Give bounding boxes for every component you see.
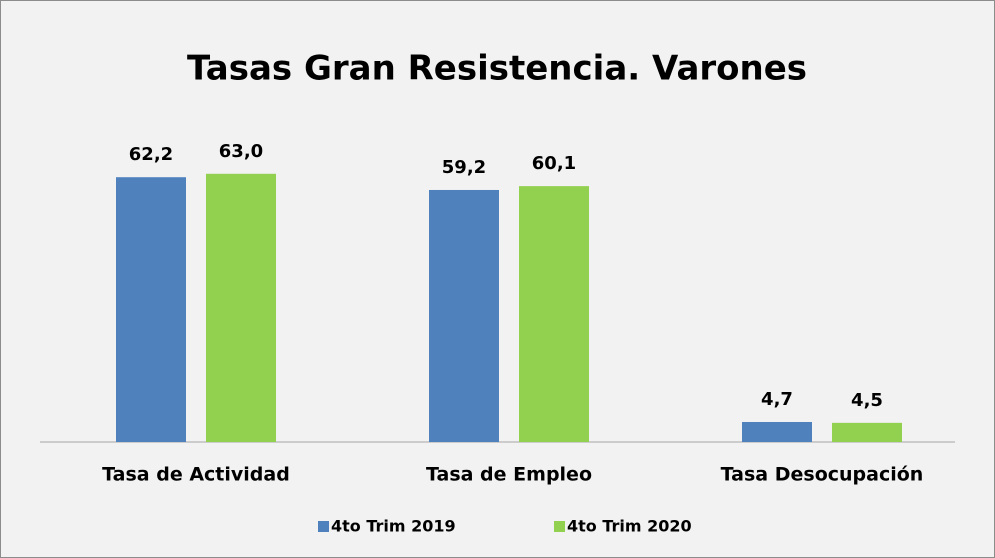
chart-title: Tasas Gran Resistencia. Varones xyxy=(187,49,807,89)
bar xyxy=(519,186,589,442)
x-tick-label: Tasa de Empleo xyxy=(426,464,592,486)
bar xyxy=(116,177,186,442)
legend-label: 4to Trim 2019 xyxy=(331,517,456,536)
legend-swatch xyxy=(554,521,565,532)
x-tick-label: Tasa Desocupación xyxy=(721,464,924,486)
data-label: 4,5 xyxy=(851,390,883,411)
bar xyxy=(742,421,812,442)
legend-swatch xyxy=(318,521,329,532)
x-tick-label: Tasa de Actividad xyxy=(102,464,290,486)
data-label: 60,1 xyxy=(532,153,576,174)
bar xyxy=(429,189,499,442)
data-label: 62,2 xyxy=(129,144,173,165)
bar xyxy=(206,173,276,443)
bar xyxy=(832,422,902,442)
legend-label: 4to Trim 2020 xyxy=(567,517,692,536)
data-label: 63,0 xyxy=(219,141,263,162)
data-label: 59,2 xyxy=(442,157,486,178)
data-label: 4,7 xyxy=(761,389,793,410)
